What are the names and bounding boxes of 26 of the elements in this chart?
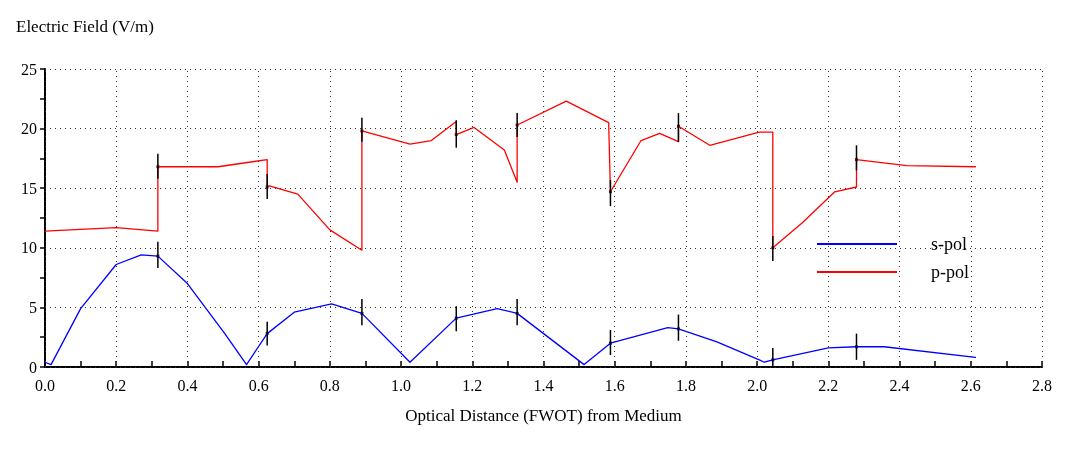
x-tick-label: 2.2: [818, 376, 839, 394]
line-series: [44, 254, 977, 366]
x-tick-label: 1.4: [533, 376, 554, 394]
x-tick-label: 2.8: [1032, 376, 1052, 394]
y-tick-label: 15: [21, 179, 37, 197]
legend-label: s-pol: [931, 234, 967, 254]
x-tick-label: 1.0: [391, 376, 412, 394]
x-tick-label: 0.2: [106, 376, 127, 394]
x-tick-label: 0.6: [248, 376, 269, 394]
x-tick-label: 1.6: [604, 376, 625, 394]
x-tick-label: 1.8: [675, 376, 696, 394]
y-tick-label: 5: [29, 298, 37, 316]
x-tick-label: 2.0: [747, 376, 768, 394]
y-tick-label: 20: [21, 120, 37, 138]
legend-label: p-pol: [931, 262, 969, 282]
x-tick-label: 0.8: [319, 376, 340, 394]
x-axis-title: Optical Distance (FWOT) from Medium: [405, 406, 682, 425]
x-tick-label: 2.4: [889, 376, 910, 394]
x-tick-label: 0.0: [35, 376, 55, 394]
x-tick-label: 1.2: [462, 376, 483, 394]
x-tick-label: 2.6: [960, 376, 981, 394]
x-tick-label: 0.4: [177, 376, 198, 394]
y-tick-label: 10: [21, 239, 37, 257]
y-tick-label: 25: [21, 60, 37, 78]
y-axis-title: Electric Field (V/m): [16, 17, 154, 36]
y-tick-label: 0: [29, 358, 37, 376]
